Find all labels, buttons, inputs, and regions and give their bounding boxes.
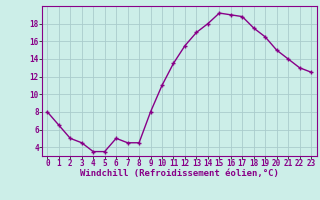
X-axis label: Windchill (Refroidissement éolien,°C): Windchill (Refroidissement éolien,°C) — [80, 169, 279, 178]
